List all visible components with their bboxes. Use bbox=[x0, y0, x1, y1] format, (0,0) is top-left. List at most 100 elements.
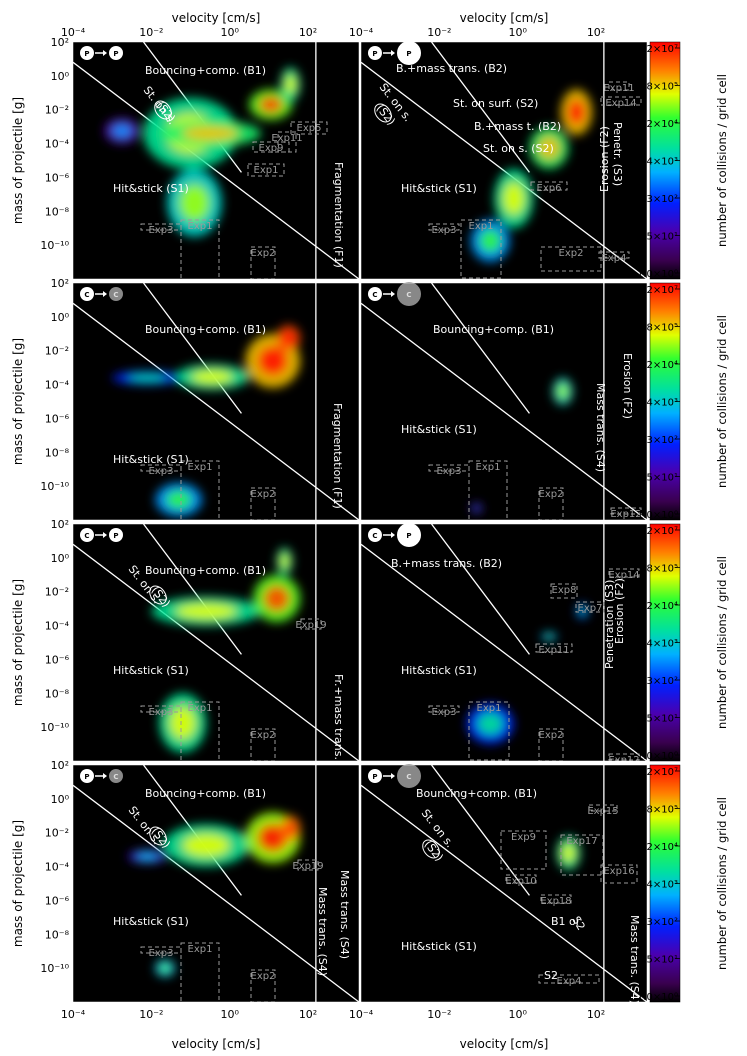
colorbar-tick-label: 1.2×10⁷ bbox=[637, 526, 678, 537]
experiment-box bbox=[252, 141, 290, 153]
colorbar-tick-label: 1.2×10⁷ bbox=[637, 44, 678, 55]
region-marker bbox=[422, 839, 440, 859]
region-label: Mass trans. (S4) bbox=[628, 915, 641, 1004]
y-tick-label: 10⁰ bbox=[51, 70, 70, 83]
boundary-line bbox=[142, 524, 242, 655]
experiment-box bbox=[300, 618, 322, 630]
experiment-box bbox=[535, 643, 573, 653]
region-label: Hit&stick (S1) bbox=[401, 182, 477, 195]
experiment-label: Exp10 bbox=[505, 876, 536, 887]
experiment-box bbox=[560, 834, 604, 876]
experiment-box bbox=[600, 864, 638, 884]
y-tick-label: 10⁻⁸ bbox=[45, 928, 70, 941]
y-tick-label: 10⁻⁸ bbox=[45, 446, 70, 459]
bottom-x-tick-label: 10² bbox=[587, 1008, 605, 1021]
top-x-tick-label: 10⁻² bbox=[427, 26, 451, 39]
boundary-line bbox=[430, 765, 530, 896]
bottom-x-tick-label: 10² bbox=[299, 1008, 317, 1021]
experiment-box bbox=[468, 460, 508, 520]
arrow-head-icon bbox=[391, 50, 395, 56]
region-label: Fr.+mass trans. (F3) bbox=[332, 674, 345, 785]
experiment-label: Exp19 bbox=[295, 620, 326, 631]
y-tick-label: 10⁻¹⁰ bbox=[40, 239, 69, 252]
experiment-label: Exp2 bbox=[251, 730, 276, 741]
panel-background bbox=[361, 283, 647, 520]
target-icon bbox=[368, 528, 382, 542]
density-blob-core bbox=[165, 490, 192, 509]
boundary-line bbox=[430, 283, 530, 414]
arrow-head-icon bbox=[103, 532, 107, 538]
projectile-icon-label: P bbox=[113, 50, 118, 58]
panel-1-1: Exp1 Exp2 Exp3 Exp12 Bouncing+comp. (B1) Hit&… bbox=[360, 282, 648, 521]
bottom-x-tick-label: 10⁻² bbox=[427, 1008, 451, 1021]
density-blobs bbox=[151, 547, 301, 753]
colorbar-tick-label: 1.2×10⁷ bbox=[637, 767, 678, 778]
y-tick-label: 10⁻⁶ bbox=[45, 894, 70, 907]
y-axis-label: mass of projectile [g] bbox=[11, 820, 25, 947]
density-blob-core bbox=[191, 369, 233, 384]
top-x-tick-label: 10⁻⁴ bbox=[349, 26, 374, 39]
boundary-line bbox=[361, 784, 647, 1002]
boundary-line bbox=[73, 61, 359, 279]
region-labels: Bouncing+comp. (B1) Hit&stick (S1) Fragmen… bbox=[113, 323, 344, 509]
colorbar-tick-label: 7.8×10⁵ bbox=[637, 323, 678, 334]
experiment-box bbox=[550, 583, 578, 599]
panel-frame bbox=[72, 282, 360, 521]
experiment-label: Exp9 bbox=[259, 143, 284, 154]
experiment-label: Exp1 bbox=[476, 462, 501, 473]
experiment-label: Exp9 bbox=[511, 832, 536, 843]
experiment-label: Exp3 bbox=[432, 707, 457, 718]
region-label: Bouncing+comp. (B1) bbox=[145, 323, 266, 336]
panel-frame bbox=[360, 41, 648, 280]
target-icon bbox=[368, 287, 382, 301]
y-tick-label: 10⁻¹⁰ bbox=[40, 480, 69, 493]
region-label: S2 bbox=[544, 969, 558, 982]
density-blob-core bbox=[579, 606, 586, 616]
projectile-icon bbox=[397, 41, 421, 65]
density-blobs bbox=[470, 89, 593, 263]
experiment-label: Exp2 bbox=[559, 248, 584, 259]
y-tick-label: 10⁻⁸ bbox=[45, 205, 70, 218]
region-label: Hit&stick (S1) bbox=[113, 182, 189, 195]
region-label: Erosion (F2) bbox=[621, 353, 634, 419]
projectile-icon bbox=[109, 287, 123, 301]
density-blobs bbox=[470, 377, 573, 514]
projectile-icon bbox=[109, 769, 123, 783]
density-blobs bbox=[112, 325, 301, 517]
y-tick-label: 10² bbox=[51, 518, 69, 531]
arrow-head-icon bbox=[391, 532, 395, 538]
panel-plot-area: Exp1 Exp2 Exp3 Exp4 Exp6 Exp11 Exp14 B.+mass tr… bbox=[361, 42, 647, 279]
projectile-icon bbox=[109, 528, 123, 542]
density-blob-core bbox=[136, 852, 159, 861]
panel-1-0: Exp1 Exp2 Exp3 Bouncing+comp. (B1) Hit&stick… bbox=[72, 282, 360, 521]
region-label: St. on surf. (S2) bbox=[453, 97, 538, 110]
density-blobs bbox=[556, 836, 581, 870]
region-label: S2 bbox=[569, 914, 587, 933]
bottom-x-axis-label: velocity [cm/s] bbox=[172, 1037, 261, 1051]
density-blob-core bbox=[473, 505, 480, 511]
density-blob-core bbox=[285, 75, 296, 94]
panel-frame bbox=[72, 764, 360, 1003]
experiment-label: Exp18 bbox=[540, 896, 571, 907]
bottom-x-axis-label: velocity [cm/s] bbox=[460, 1037, 549, 1051]
density-blob-core bbox=[128, 374, 167, 382]
panel-3-1: Exp4 Exp9 Exp10 Exp15 Exp16 Exp17 Exp18 Bouncin… bbox=[360, 764, 648, 1004]
panel-background bbox=[73, 765, 359, 1002]
experiment-boxes: Exp1 Exp2 Exp3 Exp19 bbox=[140, 859, 324, 1002]
panel-0-1: Exp1 Exp2 Exp3 Exp4 Exp6 Exp11 Exp14 B.+mass tr… bbox=[360, 41, 648, 280]
y-tick-label: 10⁻⁶ bbox=[45, 171, 70, 184]
experiment-label: Exp12 bbox=[608, 755, 639, 766]
density-blob-core bbox=[562, 843, 576, 863]
colorbar-label: number of collisions / grid cell bbox=[715, 797, 729, 970]
colorbar-tick-label: 5.2×10⁴ bbox=[637, 360, 678, 371]
colorbar-tick-label: 1.5×10¹ bbox=[637, 232, 678, 243]
colorbar-tick-label: 3.4×10³ bbox=[637, 639, 678, 650]
experiment-label: Exp14 bbox=[605, 98, 636, 109]
region-label: Hit&stick (S1) bbox=[401, 423, 477, 436]
experiment-label: Exp15 bbox=[587, 806, 618, 817]
target-icon bbox=[80, 287, 94, 301]
projectile-icon bbox=[397, 523, 421, 547]
boundary-line bbox=[142, 283, 242, 414]
